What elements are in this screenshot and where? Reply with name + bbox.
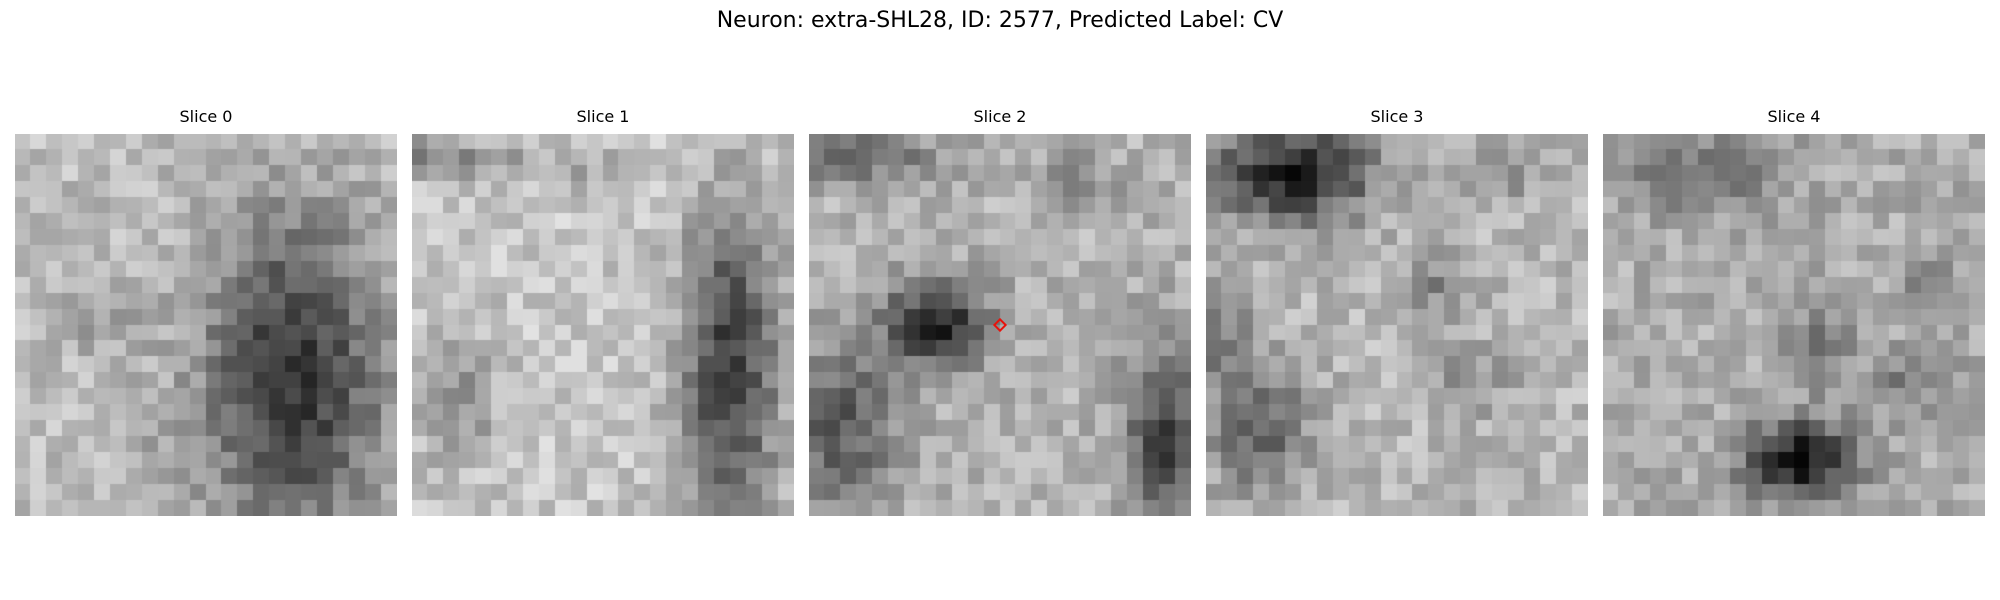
slice-panel-2: Slice 2 [809, 106, 1191, 516]
slice-title: Slice 2 [973, 107, 1027, 126]
slice-image [15, 134, 397, 516]
slice-panel-1: Slice 1 [412, 106, 794, 516]
slice-image [412, 134, 794, 516]
slice-image [1603, 134, 1985, 516]
slice-title: Slice 4 [1767, 107, 1821, 126]
slice-title: Slice 0 [179, 107, 233, 126]
slice-image [1206, 134, 1588, 516]
slice-panel-4: Slice 4 [1603, 106, 1985, 516]
slice-panel-0: Slice 0 [15, 106, 397, 516]
figure-title: Neuron: extra-SHL28, ID: 2577, Predicted… [716, 8, 1284, 33]
slice-title: Slice 1 [576, 107, 630, 126]
slice-image [809, 134, 1191, 516]
slice-panel-3: Slice 3 [1206, 106, 1588, 516]
slice-title: Slice 3 [1370, 107, 1424, 126]
